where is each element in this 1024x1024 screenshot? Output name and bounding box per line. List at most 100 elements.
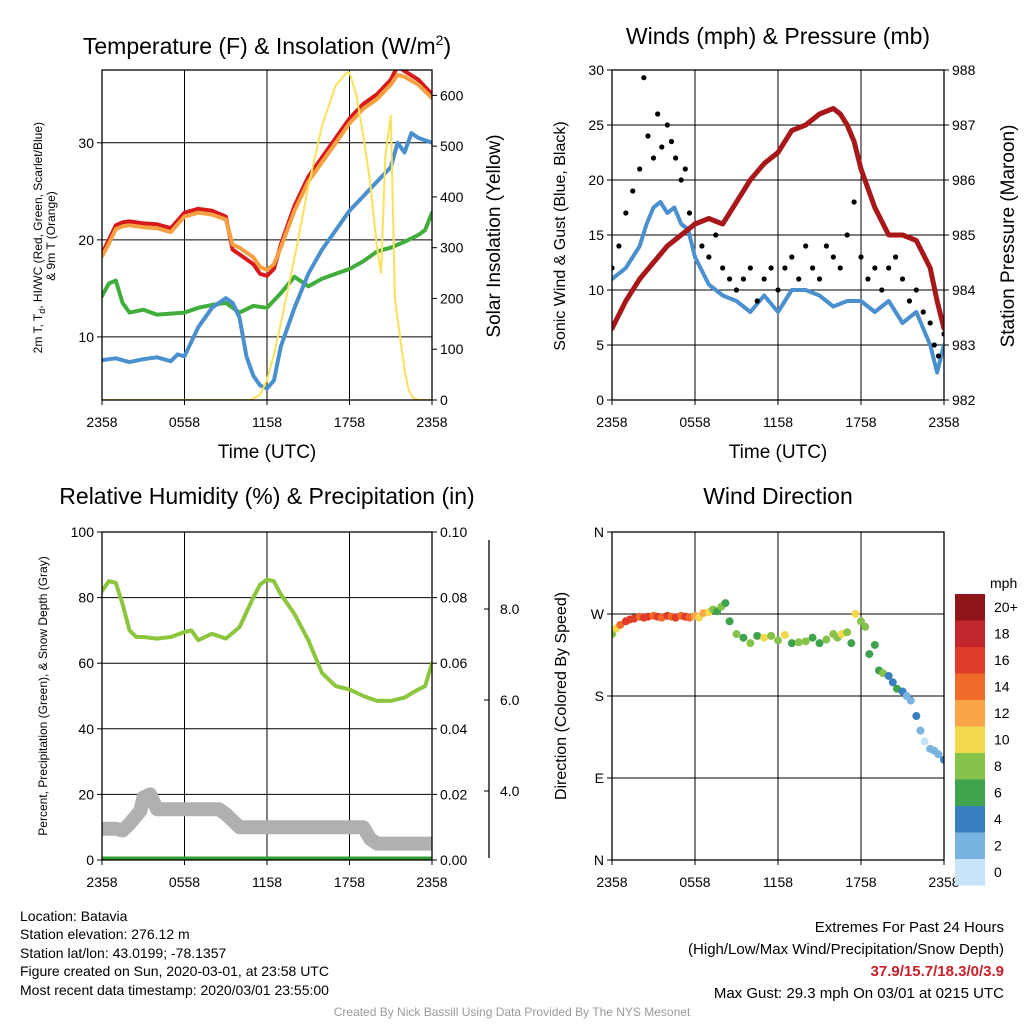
- y-tick-label: 25: [588, 117, 604, 133]
- direction-point: [760, 633, 769, 642]
- station-location: Location: Batavia: [20, 908, 128, 924]
- x-tick-label: 1758: [334, 874, 365, 890]
- gust-point: [816, 276, 823, 282]
- direction-point: [870, 640, 879, 649]
- direction-point: [725, 617, 734, 626]
- y-tick-label: 60: [78, 655, 94, 671]
- series-line-td: [102, 210, 432, 317]
- winds-ylabel: Sonic Wind & Gust (Blue, Black): [552, 121, 569, 350]
- colorbar-label: 20+: [994, 599, 1018, 615]
- x-tick-label: 1158: [763, 874, 793, 890]
- gust-point: [931, 342, 937, 348]
- y-right-tick-label: 0: [440, 392, 448, 408]
- gust-point: [935, 353, 942, 359]
- colorbar-swatch: [955, 594, 985, 621]
- colorbar-swatch: [955, 673, 985, 700]
- y-right-tick-label: 0.10: [440, 524, 467, 540]
- series-line-rh: [102, 577, 432, 703]
- direction-point: [815, 639, 824, 648]
- y-right-tick-label: 0.02: [440, 786, 467, 802]
- direction-point: [787, 639, 796, 648]
- gust-point: [830, 254, 836, 260]
- gust-point: [892, 254, 899, 260]
- y-right-tick-label: 600: [440, 87, 464, 103]
- colorbar-swatch: [955, 753, 985, 780]
- x-tick-label: 2358: [416, 414, 447, 430]
- speed-colorbar: mph 20+ 18 16 14 12 10 8 6 4 2 0: [955, 575, 1018, 886]
- series-line-sonic-wind: [612, 200, 944, 375]
- y-right-tick-label: 982: [952, 392, 976, 408]
- plot-area: [612, 75, 944, 375]
- x-tick-label: 2358: [928, 414, 959, 430]
- colorbar-label: 4: [994, 811, 1002, 827]
- figure-created: Figure created on Sun, 2020-03-01, at 23…: [20, 963, 329, 980]
- y-right-tick-label: 0.04: [440, 721, 467, 737]
- y-tick-label: 30: [78, 135, 94, 151]
- direction-point: [865, 650, 874, 659]
- direction-point: [794, 638, 803, 647]
- gust-point: [803, 243, 809, 249]
- gust-point: [886, 265, 892, 271]
- gust-point: [720, 265, 726, 271]
- colorbar-label: 16: [994, 652, 1010, 668]
- colorbar-label: 2: [994, 838, 1002, 854]
- y-right-tick-label: 500: [440, 138, 464, 154]
- y-tick-label: E: [595, 770, 604, 786]
- x-tick-label: 1158: [252, 874, 282, 890]
- direction-point: [780, 630, 789, 639]
- gust-point: [713, 232, 719, 238]
- colorbar-title: mph: [990, 575, 1017, 591]
- direction-point: [801, 637, 810, 646]
- x-tick-label: 1158: [763, 414, 793, 430]
- extremes-values: 37.9/15.7/18.3/0/3.9: [870, 963, 1004, 980]
- gust-point: [789, 254, 795, 260]
- gust-point: [726, 276, 733, 282]
- gust-point: [664, 122, 670, 128]
- colorbar-swatch: [955, 620, 985, 647]
- humidity-title: Relative Humidity (%) & Precipitation (i…: [59, 483, 474, 509]
- direction-point: [916, 726, 925, 735]
- station-elevation: Station elevation: 276.12 m: [20, 926, 190, 943]
- colorbar-label: 18: [994, 626, 1010, 642]
- gust-point: [616, 243, 622, 249]
- series-line-snow-depth: [102, 787, 432, 851]
- direction-point: [940, 755, 944, 764]
- direction-point: [753, 631, 762, 640]
- direction-point: [732, 630, 741, 639]
- colorbar-label: 6: [994, 785, 1002, 801]
- series-line-solar-insolation: [102, 71, 432, 400]
- y-tick-label: 0: [86, 852, 94, 868]
- gust-point: [920, 309, 926, 315]
- gust-point: [747, 265, 753, 271]
- x-tick-label: 2358: [416, 874, 447, 890]
- gust-point: [761, 276, 767, 282]
- y-tick-label: 30: [588, 62, 604, 78]
- direction-point: [861, 622, 870, 631]
- plot-area: [612, 599, 944, 764]
- gust-point: [844, 232, 850, 238]
- gust-point: [682, 166, 688, 172]
- gust-point: [645, 133, 651, 139]
- y-tick-label: 40: [78, 721, 94, 737]
- gust-point: [650, 155, 657, 161]
- winds-title: Winds (mph) & Pressure (mb): [626, 23, 930, 49]
- snow-depth-tick-label: 6.0: [500, 692, 520, 708]
- series-line-station-pressure: [612, 106, 944, 331]
- x-tick-label: 1758: [845, 874, 876, 890]
- humidity-ylabel: Percent, Precipitation (Green), & Snow D…: [36, 556, 50, 835]
- y-right-tick-label: 0.08: [440, 590, 467, 606]
- y-tick-label: S: [595, 688, 604, 704]
- series-line-9m-t: [102, 72, 432, 272]
- gust-point: [768, 265, 774, 271]
- temperature-ylabel: 2m T, Td, HI/WC (Red, Green, Scarlet/Blu…: [31, 119, 58, 354]
- colorbar-swatch: [955, 700, 985, 727]
- gust-point: [913, 287, 919, 293]
- gust-point: [865, 276, 871, 282]
- y-right-tick-label: 0.00: [440, 852, 467, 868]
- direction-point: [851, 610, 860, 618]
- colorbar-swatch: [955, 832, 985, 859]
- max-gust: Max Gust: 29.3 mph On 03/01 at 0215 UTC: [713, 985, 1004, 1002]
- direction-title: Wind Direction: [703, 483, 853, 509]
- y-tick-label: N: [594, 852, 604, 868]
- gust-point: [858, 254, 864, 260]
